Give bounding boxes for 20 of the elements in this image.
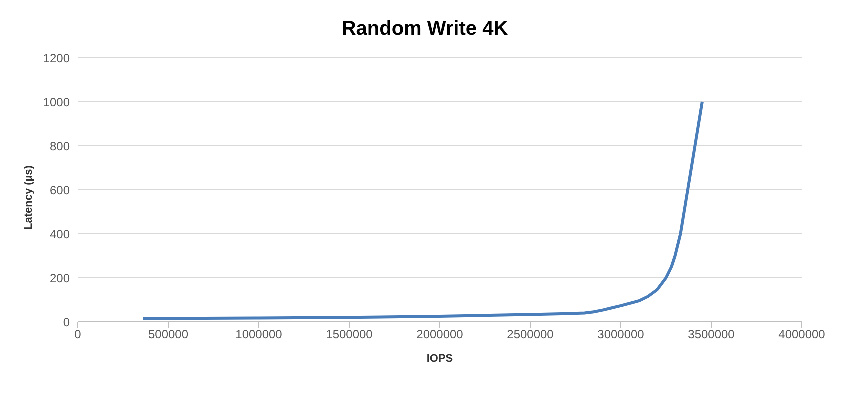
y-tick-label: 200 bbox=[50, 271, 70, 286]
x-tick-label: 3000000 bbox=[598, 328, 645, 342]
x-tick-label: 1500000 bbox=[326, 328, 374, 342]
x-tick-label: 4000000 bbox=[778, 328, 826, 342]
x-tick-label: 2500000 bbox=[507, 328, 554, 342]
chart-title: Random Write 4K bbox=[340, 17, 510, 42]
x-tick-label: 500000 bbox=[148, 328, 189, 342]
x-axis-title: IOPS bbox=[426, 353, 454, 365]
x-tick-label: 2000000 bbox=[416, 328, 464, 342]
y-tick-label: 800 bbox=[50, 139, 70, 154]
y-tick-label: 600 bbox=[50, 183, 70, 198]
line-series bbox=[142, 100, 704, 320]
y-tick-label: 1000 bbox=[43, 95, 70, 110]
y-tick-label: 400 bbox=[50, 227, 70, 242]
x-tick-label: 0 bbox=[74, 328, 82, 342]
y-tick-label: 0 bbox=[63, 315, 70, 330]
x-tick-label: 3500000 bbox=[688, 328, 736, 342]
x-tick-label: 1000000 bbox=[236, 328, 283, 342]
y-tick-label: 1200 bbox=[43, 51, 70, 66]
y-axis-title: Latency (µs) bbox=[22, 165, 35, 230]
